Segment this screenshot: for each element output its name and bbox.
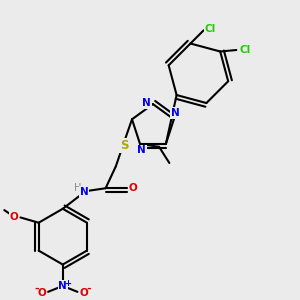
Text: O: O — [37, 288, 46, 298]
Text: N: N — [58, 281, 67, 291]
Text: -: - — [87, 284, 92, 294]
Text: H: H — [74, 183, 81, 193]
Text: N: N — [137, 146, 146, 155]
Text: O: O — [80, 288, 88, 298]
Text: O: O — [10, 212, 18, 222]
Text: O: O — [129, 183, 138, 193]
Text: Cl: Cl — [205, 24, 216, 34]
Text: +: + — [64, 279, 71, 288]
Text: N: N — [80, 187, 88, 197]
Text: N: N — [142, 98, 151, 109]
Text: S: S — [120, 139, 128, 152]
Text: N: N — [171, 108, 180, 118]
Text: -: - — [34, 284, 39, 294]
Text: Cl: Cl — [239, 45, 251, 55]
